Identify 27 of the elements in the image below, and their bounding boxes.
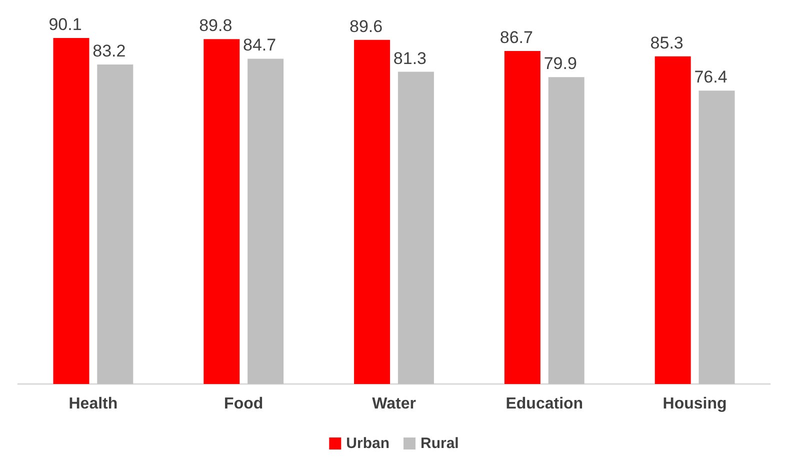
x-tick-label: Housing <box>662 396 727 412</box>
bar <box>548 77 584 384</box>
bar <box>698 90 735 384</box>
legend-label: Urban <box>346 435 390 452</box>
bar <box>204 39 240 384</box>
data-label: 90.1 <box>48 15 82 34</box>
data-label: 86.7 <box>500 28 533 48</box>
data-label: 79.9 <box>544 54 577 74</box>
bar <box>97 64 134 384</box>
data-label: 84.7 <box>243 36 276 55</box>
x-tick-label: Food <box>224 396 264 412</box>
data-label: 89.6 <box>349 16 383 36</box>
x-tick-label: Education <box>506 396 584 412</box>
data-label: 76.4 <box>694 68 728 87</box>
data-label: 89.8 <box>199 16 232 36</box>
bar <box>398 72 434 384</box>
bar <box>354 40 390 384</box>
x-tick-label: Health <box>68 396 118 412</box>
bar <box>248 58 284 384</box>
bar <box>53 38 90 384</box>
data-label: 83.2 <box>92 41 126 60</box>
data-label: 85.3 <box>650 33 684 52</box>
bar <box>654 56 691 384</box>
data-label: 81.3 <box>393 48 427 68</box>
bar <box>504 51 540 384</box>
x-tick-label: Water <box>372 396 416 412</box>
legend-label: Rural <box>420 435 459 452</box>
